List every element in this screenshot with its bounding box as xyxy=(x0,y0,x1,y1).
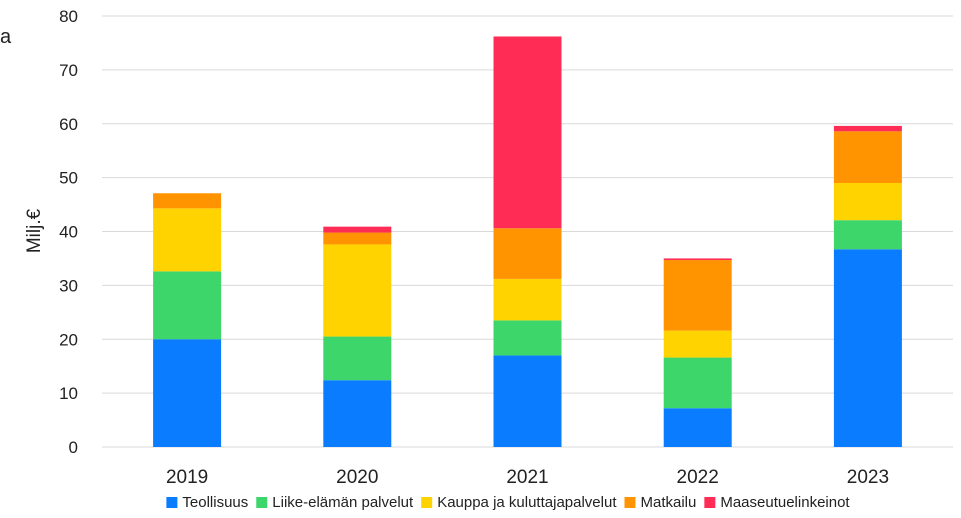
bar-segment xyxy=(833,125,902,132)
y-tick-label: 50 xyxy=(59,169,78,188)
y-tick-label: 30 xyxy=(59,276,78,295)
bar-segment xyxy=(153,339,222,447)
corner-text: a xyxy=(0,26,12,48)
bars xyxy=(153,36,902,447)
bar-segment xyxy=(323,226,392,233)
bar-segment xyxy=(833,131,902,184)
y-tick-labels: 0 10 20 30 40 50 60 70 80 xyxy=(59,7,78,457)
legend-label: Liike-elämän palvelut xyxy=(272,494,414,511)
legend-swatch xyxy=(624,497,636,508)
bar-segment xyxy=(663,357,732,409)
legend-label: Maaseutuelinkeinot xyxy=(720,494,850,511)
legend-item: Matkailu xyxy=(624,494,696,511)
bar-segment xyxy=(663,260,732,331)
bar-segment xyxy=(153,271,222,340)
legend-label: Kauppa ja kuluttajapalvelut xyxy=(437,494,617,511)
y-tick-label: 20 xyxy=(59,330,78,349)
bar-segment xyxy=(323,244,392,337)
legend-label: Teollisuus xyxy=(182,494,248,511)
bar-segment xyxy=(323,380,392,447)
x-tick-label: 2023 xyxy=(847,467,889,488)
legend-item: Kauppa ja kuluttajapalvelut xyxy=(421,494,617,511)
bar-segment xyxy=(323,232,392,245)
y-tick-label: 70 xyxy=(59,61,78,80)
x-tick-labels: 2019 2020 2021 2022 2023 xyxy=(166,467,889,488)
y-axis-label: Milj.€ xyxy=(24,208,45,253)
y-tick-label: 80 xyxy=(59,7,78,26)
legend-swatch xyxy=(421,497,433,508)
y-tick-label: 40 xyxy=(59,223,78,242)
bar-segment xyxy=(153,193,222,209)
legend-item: Liike-elämän palvelut xyxy=(256,494,414,511)
legend-swatch xyxy=(256,497,268,508)
x-tick-label: 2022 xyxy=(677,467,719,488)
legend: Teollisuus Liike-elämän palvelut Kauppa ja… xyxy=(166,494,850,511)
bar-segment xyxy=(153,208,222,272)
grid-lines xyxy=(102,15,953,448)
bar-segment xyxy=(323,336,392,381)
y-tick-label: 60 xyxy=(59,115,78,134)
bar-segment xyxy=(833,249,902,447)
legend-swatch xyxy=(166,497,178,508)
bar-segment xyxy=(493,228,562,279)
bar-segment xyxy=(833,220,902,250)
y-tick-label: 10 xyxy=(59,384,78,403)
bar-segment xyxy=(493,278,562,321)
bar-segment xyxy=(493,320,562,356)
legend-label: Matkailu xyxy=(640,494,696,511)
bar-segment xyxy=(663,408,732,447)
x-tick-label: 2021 xyxy=(506,467,548,488)
legend-item: Maaseutuelinkeinot xyxy=(704,494,850,511)
bar-segment xyxy=(663,258,732,261)
bar-segment xyxy=(833,183,902,221)
x-tick-label: 2019 xyxy=(166,467,208,488)
y-tick-label: 0 xyxy=(69,438,78,457)
bar-segment xyxy=(493,36,562,229)
bar-segment xyxy=(663,330,732,358)
x-tick-label: 2020 xyxy=(336,467,378,488)
bar-segment xyxy=(493,355,562,447)
legend-item: Teollisuus xyxy=(166,494,248,511)
legend-swatch xyxy=(704,497,716,508)
